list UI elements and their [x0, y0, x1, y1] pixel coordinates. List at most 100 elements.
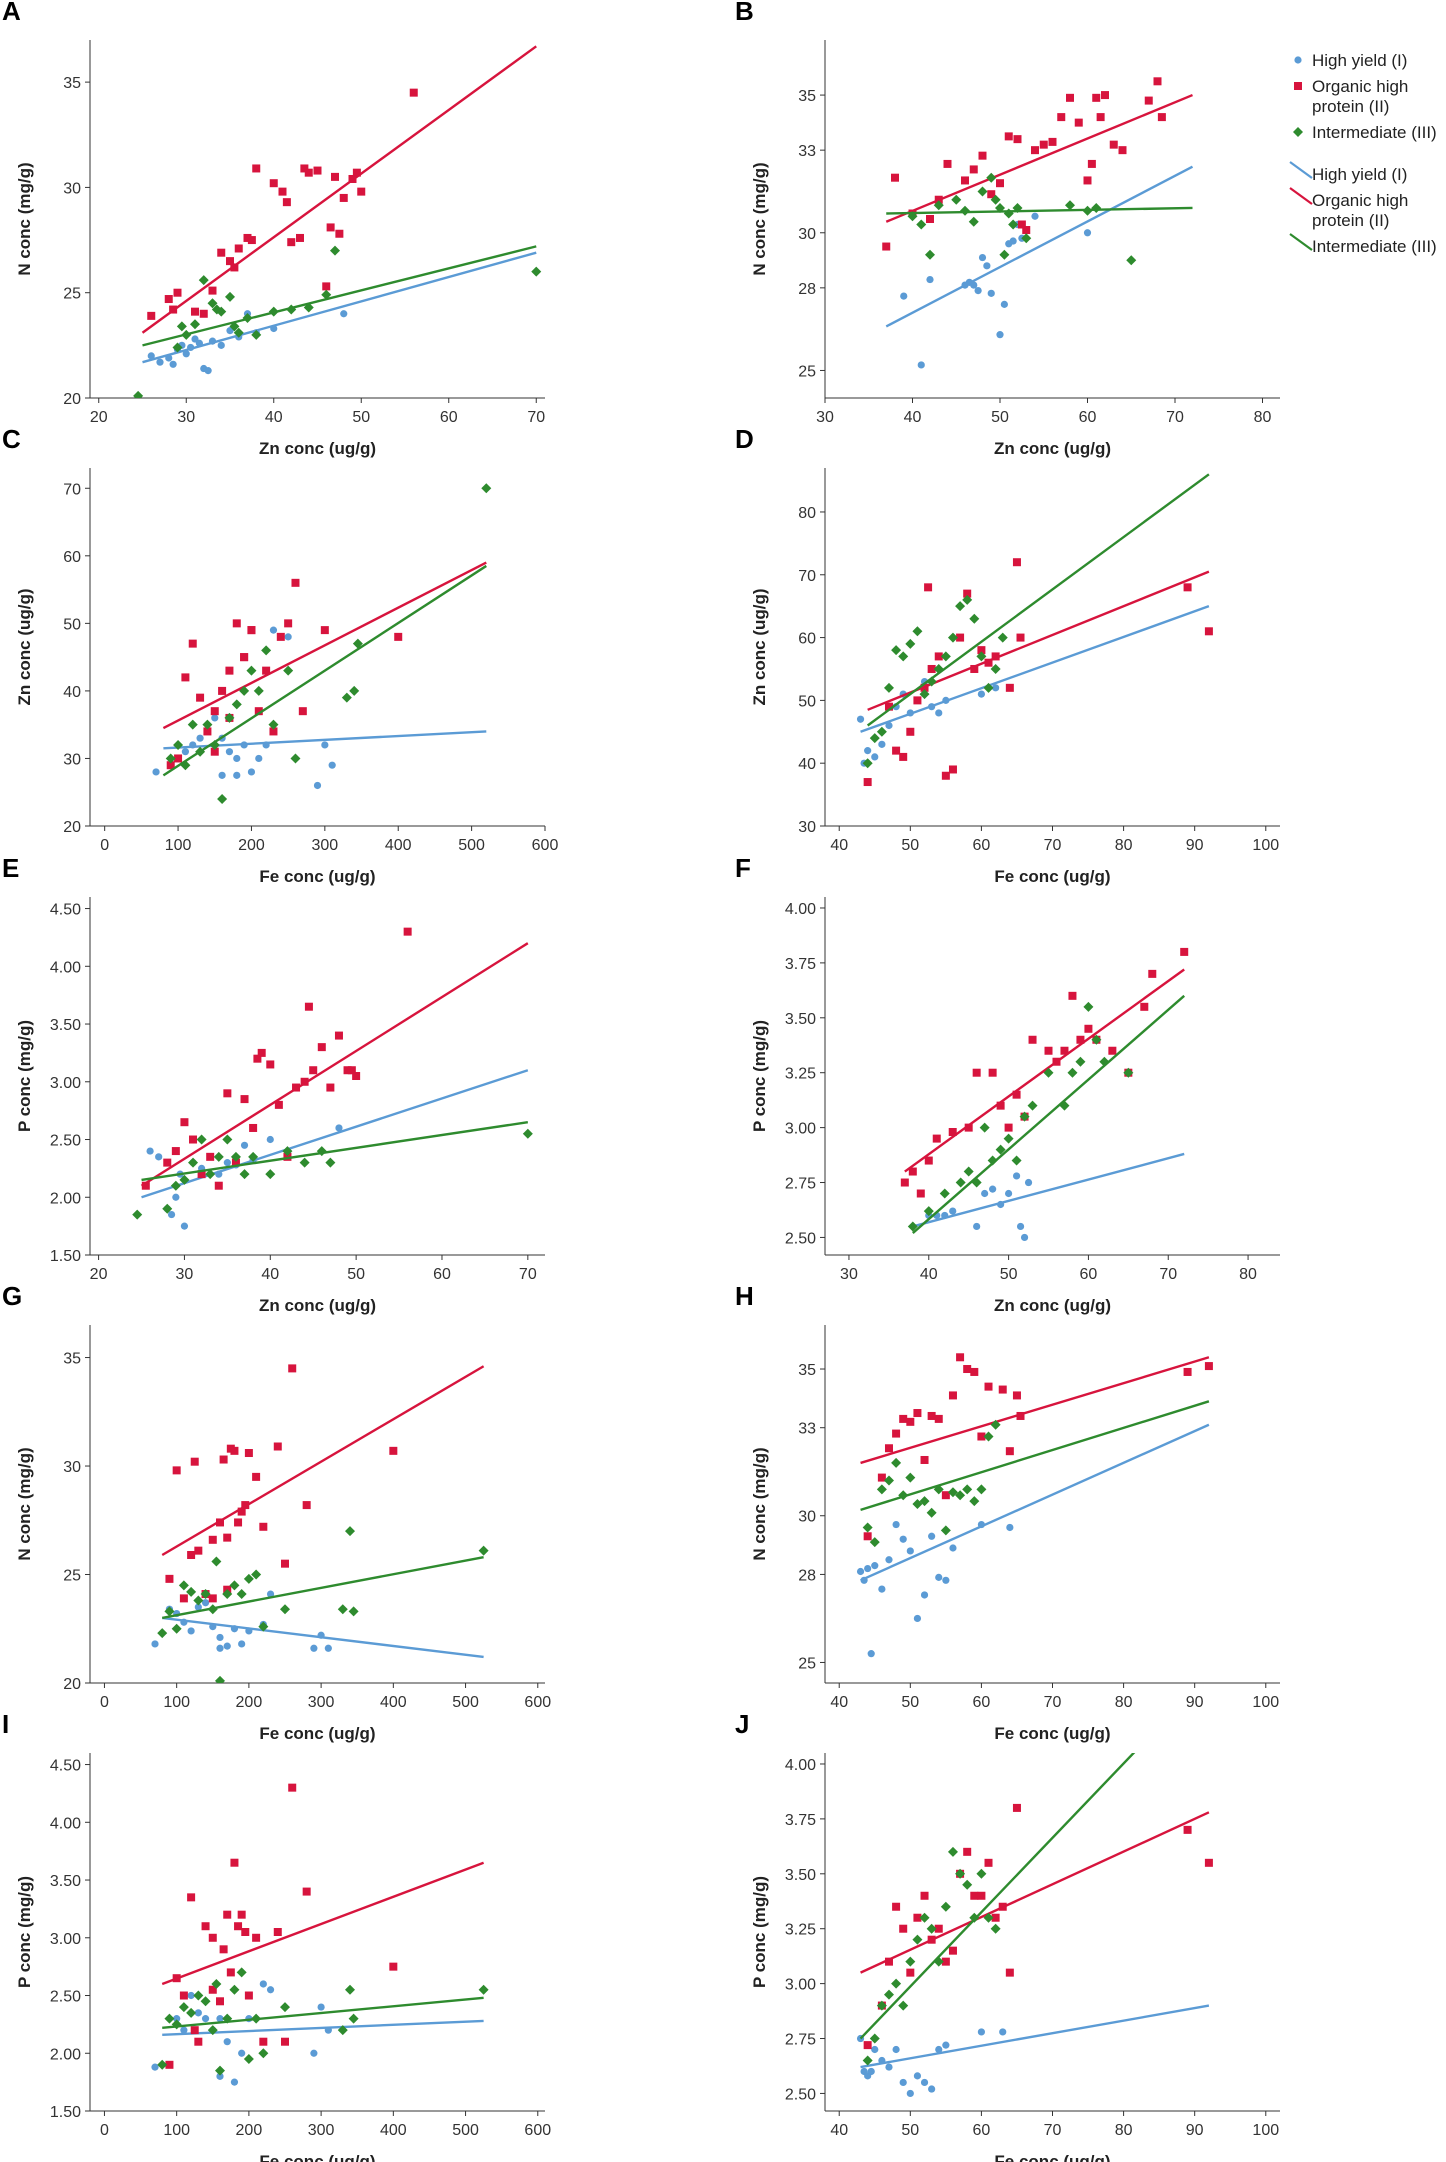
panel-e: E 20 30 40 50 60 70 1.50 2.00 2.50 3.00 3.50 4.00 4.5…: [2, 853, 545, 1315]
point-intermediate: [969, 1496, 980, 1507]
point-high_yield: [871, 2045, 879, 2054]
y-tick-label: 28: [798, 1567, 816, 1584]
point-organic: [216, 1518, 224, 1527]
point-intermediate: [862, 2055, 873, 2066]
x-tick-label: 40: [920, 1266, 938, 1283]
point-high_yield: [949, 1207, 957, 1215]
y-tick-label: 30: [798, 819, 816, 836]
point-organic: [234, 1518, 243, 1527]
point-organic: [254, 707, 263, 716]
point-high_yield: [194, 1603, 202, 1611]
point-intermediate: [229, 1580, 240, 1591]
point-intermediate: [173, 739, 184, 750]
point-intermediate: [1067, 1067, 1078, 1078]
point-organic: [352, 1072, 361, 1080]
point-organic: [240, 653, 249, 662]
point-organic: [924, 583, 933, 592]
point-organic: [326, 1083, 335, 1092]
point-organic: [274, 1100, 283, 1109]
point-organic: [269, 179, 278, 188]
fit-line-organic: [140, 942, 529, 1187]
y-tick-label: 20: [63, 391, 81, 408]
x-tick-label: 600: [524, 2122, 551, 2139]
point-organic: [948, 1391, 957, 1400]
point-organic: [943, 159, 952, 168]
point-intermediate: [1027, 1100, 1038, 1111]
point-organic: [273, 1442, 282, 1451]
point-intermediate: [983, 1912, 994, 1923]
point-organic: [252, 1933, 261, 1942]
point-high_yield: [856, 1567, 865, 1576]
point-high_yield: [340, 310, 348, 318]
point-intermediate: [869, 1537, 880, 1548]
x-tick-label: 20: [90, 409, 108, 426]
point-organic: [141, 1181, 150, 1190]
point-organic: [180, 1118, 189, 1127]
point-organic: [278, 187, 287, 196]
point-organic: [1180, 947, 1189, 956]
y-tick-label: 4.00: [50, 959, 81, 976]
point-organic: [259, 1522, 268, 1531]
point-intermediate: [995, 202, 1005, 213]
point-intermediate: [290, 753, 301, 764]
y-axis-label-i: P conc (mg/g): [15, 1876, 34, 1988]
series-intermediate-b: [886, 172, 1193, 266]
point-high_yield: [208, 337, 217, 345]
point-intermediate: [280, 1604, 290, 1615]
x-axis-label-c: Fe conc (ug/g): [259, 867, 375, 886]
point-organic: [934, 1414, 943, 1423]
y-tick-label: 35: [63, 1351, 81, 1368]
point-organic: [1092, 93, 1101, 102]
fit-line-organic: [860, 1356, 1210, 1465]
point-intermediate: [1091, 1034, 1102, 1045]
point-intermediate: [178, 1580, 189, 1591]
y-axis-label-j: P conc (mg/g): [750, 1876, 769, 1988]
point-high_yield: [223, 1159, 231, 1167]
point-intermediate: [171, 2019, 182, 2030]
point-intermediate: [196, 1134, 207, 1145]
point-organic: [181, 673, 190, 682]
panel-label-h: H: [735, 1281, 754, 1311]
point-organic: [241, 1501, 250, 1510]
y-tick-label: 3.50: [785, 1867, 816, 1884]
series-intermediate-g: [157, 1526, 489, 1683]
point-high_yield: [233, 754, 241, 763]
y-tick-label: 30: [798, 226, 816, 243]
point-intermediate: [157, 2059, 168, 2070]
legend-line-intermediate: [1289, 233, 1313, 251]
legend-marker-intermediate: [1293, 127, 1303, 137]
point-high_yield: [949, 1544, 957, 1552]
fit-line-intermediate: [860, 1400, 1210, 1512]
point-organic: [210, 747, 219, 756]
point-high_yield: [1031, 212, 1039, 220]
point-organic: [287, 238, 296, 247]
point-organic: [1183, 1367, 1192, 1376]
point-organic: [343, 1066, 352, 1075]
point-intermediate: [246, 665, 257, 676]
point-high_yield: [211, 714, 219, 722]
point-high_yield: [270, 324, 278, 333]
point-organic: [232, 619, 241, 628]
panels: A 20 30 40 50 60 70 20 25 30 35 Zn conc (ug/g) N con…: [2, 0, 1280, 2162]
point-high_yield: [920, 2078, 929, 2087]
point-high_yield: [201, 2015, 210, 2023]
point-organic: [223, 1089, 232, 1098]
point-organic: [234, 244, 243, 253]
panel-label-c: C: [2, 424, 21, 454]
point-high_yield: [906, 2089, 914, 2098]
point-high_yield: [878, 2056, 886, 2065]
point-organic: [230, 1446, 239, 1455]
point-organic: [961, 176, 969, 185]
point-intermediate: [207, 1604, 218, 1615]
point-high_yield: [324, 2026, 332, 2034]
x-tick-label: 70: [1166, 409, 1184, 426]
point-intermediate: [891, 1978, 902, 1989]
x-tick-label: 40: [830, 1694, 848, 1711]
point-intermediate: [243, 1573, 254, 1584]
point-intermediate: [170, 1180, 181, 1191]
x-tick-label: 60: [973, 837, 991, 854]
y-tick-label: 2.00: [50, 1190, 81, 1207]
point-organic: [247, 236, 256, 245]
y-tick-label: 35: [798, 88, 816, 105]
